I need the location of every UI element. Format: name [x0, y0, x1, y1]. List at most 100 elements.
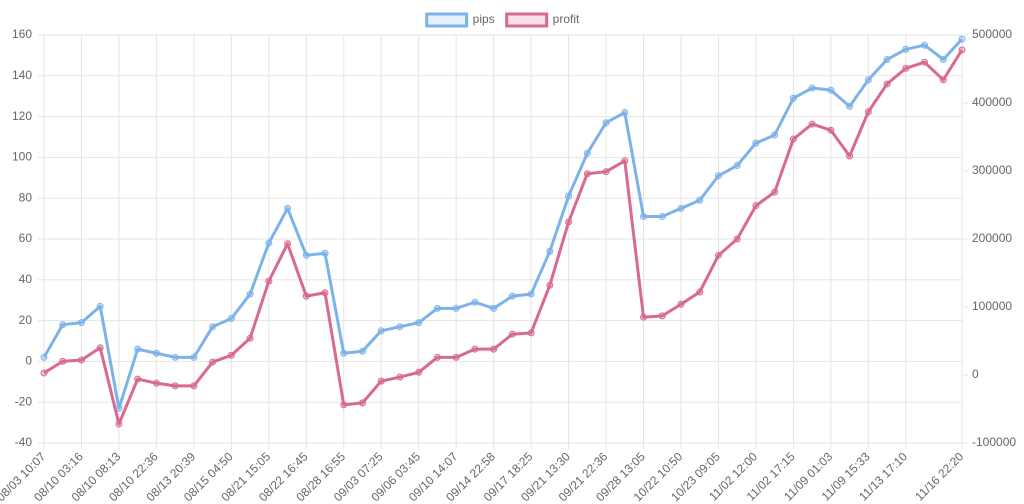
data-point	[134, 375, 142, 383]
data-point	[958, 46, 966, 54]
data-point	[958, 35, 966, 43]
legend-label: pips	[473, 12, 495, 26]
data-point	[284, 240, 292, 248]
data-point	[658, 312, 666, 320]
data-point	[714, 251, 722, 259]
data-point	[96, 302, 104, 310]
y-tick-label: -40	[15, 435, 33, 449]
data-point	[527, 290, 535, 298]
data-point	[171, 382, 179, 390]
data-point	[284, 204, 292, 212]
data-point	[733, 162, 741, 170]
data-point	[490, 304, 498, 312]
data-point	[433, 353, 441, 361]
y-tick-label: 20	[19, 313, 33, 327]
data-point	[565, 218, 573, 226]
legend-swatch	[425, 12, 469, 28]
data-point	[340, 349, 348, 357]
data-point	[583, 149, 591, 157]
data-point	[752, 202, 760, 210]
y2-tick-label: -100000	[972, 435, 1016, 449]
data-point	[340, 401, 348, 409]
y-tick-label: 0	[25, 354, 32, 368]
data-point	[565, 192, 573, 200]
data-point	[358, 399, 366, 407]
data-point	[658, 213, 666, 221]
y2-tick-label: 500000	[972, 27, 1012, 41]
data-point	[546, 281, 554, 289]
legend-swatch	[505, 12, 549, 28]
data-point	[921, 41, 929, 49]
y2-tick-label: 400000	[972, 95, 1012, 109]
data-point	[134, 345, 142, 353]
data-point	[677, 204, 685, 212]
y2-tick-label: 200000	[972, 231, 1012, 245]
data-point	[789, 94, 797, 102]
data-point	[602, 119, 610, 127]
y-tick-label: 80	[19, 190, 33, 204]
data-point	[583, 170, 591, 178]
data-point	[115, 420, 123, 428]
data-point	[246, 290, 254, 298]
data-point	[621, 109, 629, 117]
data-point	[452, 353, 460, 361]
data-point	[602, 168, 610, 176]
series-line	[42, 38, 964, 410]
data-point	[733, 235, 741, 243]
data-point	[771, 188, 779, 196]
data-point	[864, 108, 872, 116]
data-point	[921, 58, 929, 66]
data-point	[696, 196, 704, 204]
legend-item: pips	[425, 12, 495, 28]
y-tick-label: 60	[19, 231, 33, 245]
data-point	[846, 152, 854, 160]
data-point	[546, 247, 554, 255]
data-point	[396, 323, 404, 331]
data-point	[415, 368, 423, 376]
legend-label: profit	[553, 12, 580, 26]
y2-tick-label: 100000	[972, 299, 1012, 313]
y2-tick-label: 0	[972, 367, 979, 381]
data-point	[77, 356, 85, 364]
data-point	[171, 353, 179, 361]
data-point	[59, 321, 67, 329]
data-point	[227, 351, 235, 359]
data-point	[452, 304, 460, 312]
data-point	[471, 298, 479, 306]
data-point	[190, 382, 198, 390]
data-point	[902, 45, 910, 53]
data-point	[152, 349, 160, 357]
data-point	[96, 344, 104, 352]
data-point	[883, 80, 891, 88]
data-point	[265, 239, 273, 247]
data-point	[508, 330, 516, 338]
data-point	[827, 126, 835, 134]
y-tick-label: 160	[12, 27, 32, 41]
data-point	[508, 292, 516, 300]
data-point	[59, 357, 67, 365]
data-point	[864, 76, 872, 84]
data-point	[471, 345, 479, 353]
data-point	[321, 249, 329, 257]
y-tick-label: 100	[12, 150, 32, 164]
data-point	[789, 135, 797, 143]
y-tick-label: -20	[15, 394, 33, 408]
legend: pips profit	[425, 12, 580, 28]
data-point	[433, 304, 441, 312]
y-tick-label: 120	[12, 109, 32, 123]
data-point	[827, 86, 835, 94]
data-point	[846, 102, 854, 110]
data-point	[415, 319, 423, 327]
data-point	[396, 373, 404, 381]
data-point	[490, 345, 498, 353]
data-point	[527, 329, 535, 337]
data-point	[209, 358, 217, 366]
data-point	[40, 353, 48, 361]
data-point	[771, 131, 779, 139]
data-point	[302, 292, 310, 300]
data-point	[358, 347, 366, 355]
data-point	[808, 84, 816, 92]
data-point	[377, 327, 385, 335]
data-point	[265, 277, 273, 285]
